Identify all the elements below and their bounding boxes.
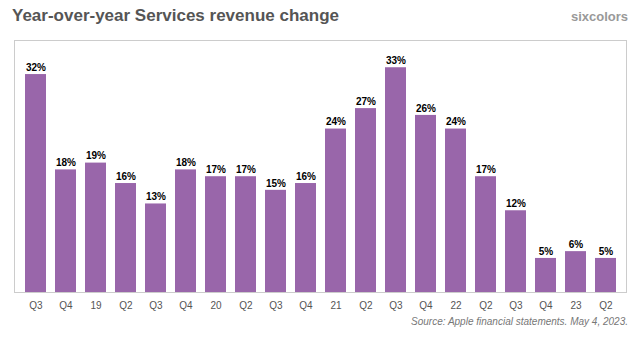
svg-text:12%: 12%: [506, 198, 526, 209]
svg-text:Q2: Q2: [359, 300, 373, 311]
svg-text:19%: 19%: [86, 150, 106, 161]
svg-text:17%: 17%: [476, 164, 496, 175]
svg-text:Q3: Q3: [509, 300, 523, 311]
svg-text:17%: 17%: [236, 164, 256, 175]
svg-text:33%: 33%: [386, 55, 406, 66]
svg-text:17%: 17%: [206, 164, 226, 175]
svg-text:16%: 16%: [116, 171, 136, 182]
svg-text:5%: 5%: [539, 246, 554, 257]
svg-text:16%: 16%: [296, 171, 316, 182]
svg-text:18%: 18%: [176, 157, 196, 168]
svg-text:Q2: Q2: [239, 300, 253, 311]
svg-text:Q3: Q3: [389, 300, 403, 311]
svg-text:15%: 15%: [266, 178, 286, 189]
svg-text:Q4: Q4: [59, 300, 73, 311]
html-text:Source: Apple financial statem: Source: Apple financial statements. May …: [411, 316, 628, 327]
svg-text:Q2: Q2: [599, 300, 613, 311]
svg-text:Q4: Q4: [299, 300, 313, 311]
svg-text:Q4: Q4: [419, 300, 433, 311]
svg-text:19: 19: [90, 300, 102, 311]
svg-text:20: 20: [210, 300, 222, 311]
svg-text:13%: 13%: [146, 191, 166, 202]
html-text:sixcolors: sixcolors: [570, 9, 628, 24]
html-text:Year-over-year Services revenu: Year-over-year Services revenue change: [12, 6, 339, 25]
svg-text:27%: 27%: [356, 96, 376, 107]
svg-text:24%: 24%: [326, 116, 346, 127]
svg-text:18%: 18%: [56, 157, 76, 168]
svg-text:21: 21: [330, 300, 342, 311]
svg-text:Q2: Q2: [119, 300, 133, 311]
svg-text:5%: 5%: [599, 246, 614, 257]
svg-text:32%: 32%: [26, 62, 46, 73]
svg-text:22: 22: [450, 300, 462, 311]
svg-text:26%: 26%: [416, 103, 436, 114]
svg-text:Q2: Q2: [479, 300, 493, 311]
svg-text:Q3: Q3: [149, 300, 163, 311]
svg-text:6%: 6%: [569, 239, 584, 250]
svg-text:Q3: Q3: [29, 300, 43, 311]
svg-text:24%: 24%: [446, 116, 466, 127]
svg-text:Q3: Q3: [269, 300, 283, 311]
svg-text:Q4: Q4: [179, 300, 193, 311]
svg-text:23: 23: [570, 300, 582, 311]
svg-text:Q4: Q4: [539, 300, 553, 311]
